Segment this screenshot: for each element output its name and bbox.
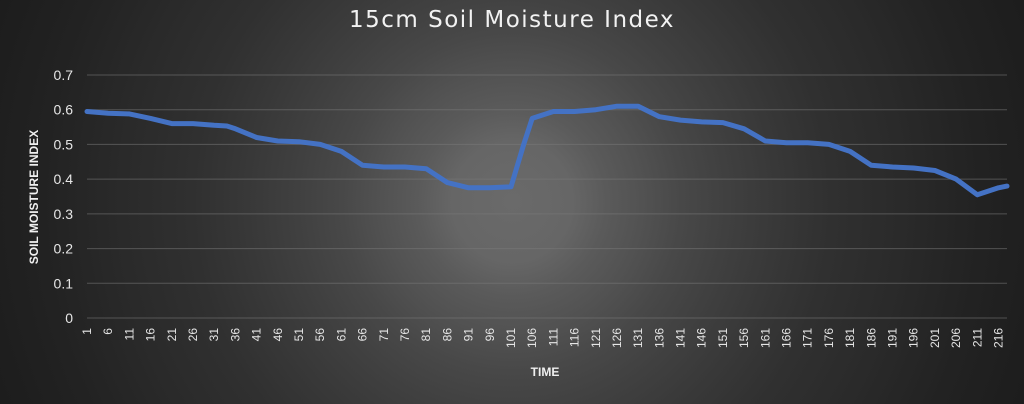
x-tick-label: 211 — [970, 328, 984, 347]
x-tick-label: 16 — [144, 328, 158, 342]
x-tick-label: 111 — [546, 328, 560, 347]
x-tick-label: 106 — [525, 328, 539, 348]
x-axis-ticks: 1 6 11 16 21 26 31 36 41 46 51 56 61 66 71 76 81 86 91 96 10… — [80, 328, 1006, 348]
x-tick-label: 11 — [122, 328, 136, 341]
x-tick-label: 166 — [780, 328, 794, 348]
x-tick-label: 116 — [568, 328, 582, 347]
x-tick-label: 1 — [80, 328, 94, 335]
x-tick-label: 81 — [419, 328, 433, 342]
x-tick-label: 96 — [483, 328, 497, 342]
x-tick-label: 206 — [949, 328, 963, 348]
x-tick-label: 36 — [228, 328, 242, 342]
x-tick-label: 136 — [652, 328, 666, 348]
y-tick-label: 0 — [65, 310, 73, 326]
y-axis-ticks: 0 0.1 0.2 0.3 0.4 0.5 0.6 0.7 — [54, 67, 74, 326]
x-tick-label: 216 — [992, 328, 1006, 348]
x-tick-label: 191 — [886, 328, 900, 348]
y-tick-label: 0.5 — [54, 136, 74, 152]
x-tick-label: 146 — [695, 328, 709, 348]
x-tick-label: 6 — [101, 328, 115, 335]
x-tick-label: 176 — [822, 328, 836, 348]
y-tick-label: 0.3 — [54, 206, 74, 222]
x-tick-label: 196 — [907, 328, 921, 348]
x-tick-label: 46 — [271, 328, 285, 342]
chart-title: 15cm Soil Moisture Index — [348, 7, 675, 33]
x-tick-label: 51 — [292, 328, 306, 342]
x-tick-label: 101 — [504, 328, 518, 348]
x-tick-label: 141 — [674, 328, 688, 348]
x-tick-label: 31 — [207, 328, 221, 342]
x-tick-label: 186 — [864, 328, 878, 348]
x-tick-label: 161 — [758, 328, 772, 348]
series-layer — [84, 103, 1010, 198]
x-tick-label: 126 — [610, 328, 624, 348]
x-tick-label: 171 — [801, 328, 815, 348]
x-tick-label: 201 — [928, 328, 942, 348]
x-tick-label: 76 — [398, 328, 412, 342]
x-tick-label: 61 — [334, 328, 348, 342]
x-tick-label: 151 — [716, 328, 730, 348]
x-axis-title: TIME — [531, 365, 560, 379]
gridlines — [87, 74, 1007, 319]
y-tick-label: 0.7 — [54, 67, 74, 83]
x-tick-label: 156 — [737, 328, 751, 348]
x-tick-label: 66 — [356, 328, 370, 342]
x-tick-label: 131 — [631, 328, 645, 348]
x-tick-label: 21 — [165, 328, 179, 342]
x-tick-label: 91 — [462, 328, 476, 342]
x-tick-label: 121 — [589, 328, 603, 348]
x-tick-label: 26 — [186, 328, 200, 342]
x-tick-label: 71 — [377, 328, 391, 342]
series-line — [84, 103, 1010, 198]
x-tick-label: 41 — [250, 328, 264, 342]
y-tick-label: 0.6 — [54, 102, 74, 118]
x-tick-label: 86 — [440, 328, 454, 342]
x-tick-label: 56 — [313, 328, 327, 342]
y-axis-title: SOIL MOISTURE INDEX — [27, 130, 41, 264]
y-tick-label: 0.1 — [54, 275, 74, 291]
y-tick-label: 0.2 — [54, 241, 74, 257]
x-tick-label: 181 — [843, 328, 857, 348]
y-tick-label: 0.4 — [54, 171, 74, 187]
